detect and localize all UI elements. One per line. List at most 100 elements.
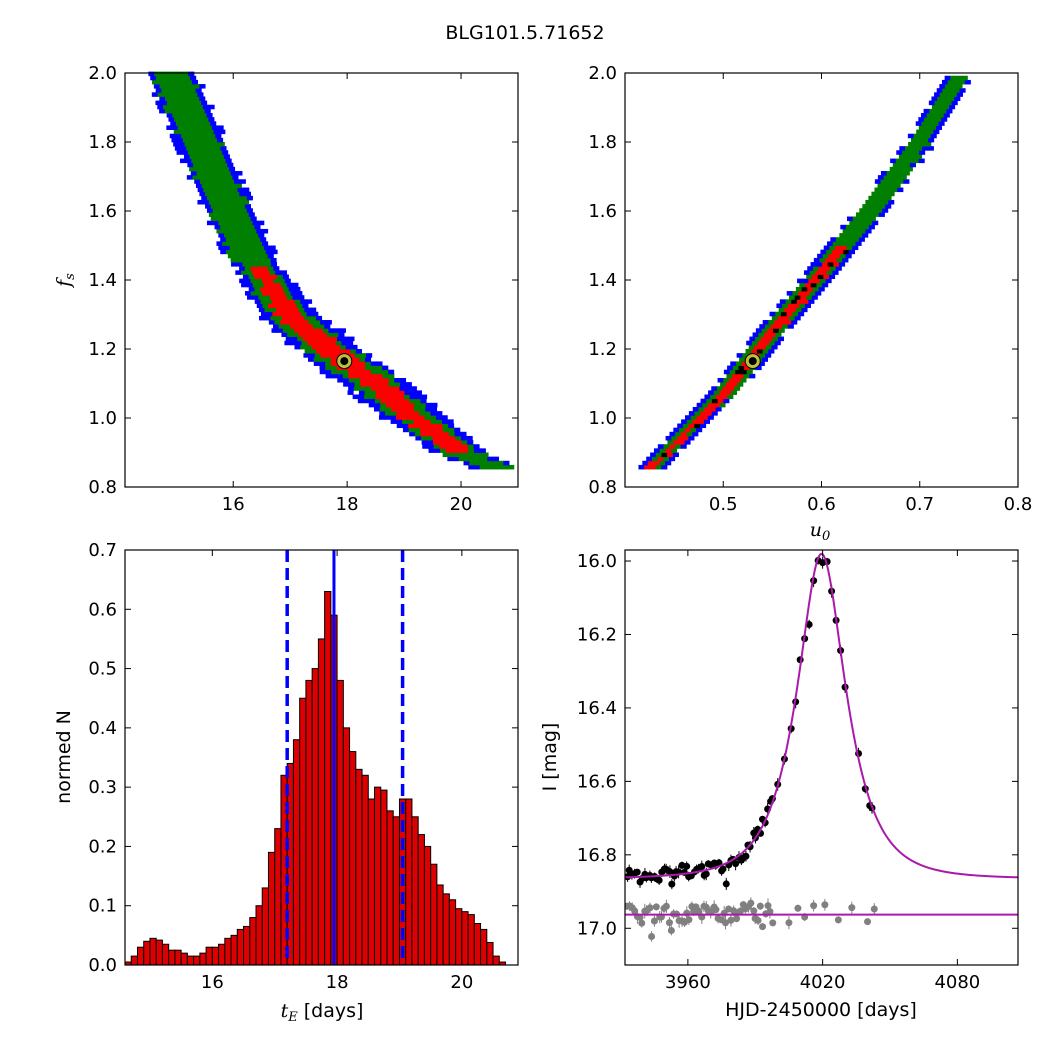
panel-fs-vs-tE-density-cell [336,369,343,375]
panel-fs-vs-u0-density-cell [815,291,822,296]
panel-fs-vs-tE-density-cell [376,361,383,366]
panel-fs-vs-tE-density-cell [388,382,395,387]
panel-fs-vs-tE-density-cell [208,104,215,110]
panel-fs-vs-tE-density-cell [307,324,314,329]
panel-fs-vs-u0-density-cell [856,212,863,217]
panel-fs-vs-tE-density-cell [173,129,180,135]
panel-fs-vs-tE-density-cell [260,274,267,280]
panel-fs-vs-tE-density-cell [331,353,339,358]
panel-fs-vs-u0-density-cell [661,452,668,458]
panel-fs-vs-tE-density-cell [405,382,412,387]
panel-fs-vs-u0-density-cell [732,365,739,371]
panel-fs-vs-u0-density-cell [778,328,785,333]
panel-fs-vs-tE-density-cell [370,390,377,395]
panel-fs-vs-tE-density-cell [212,208,219,213]
panel-fs-vs-u0-density-cell [782,303,789,308]
panel-fs-vs-tE-density-cell [462,448,469,453]
panel-fs-vs-u0-density-cell [727,365,734,371]
panel-fs-vs-u0-density-cell [734,386,741,391]
panel-fs-vs-tE-density-cell [413,423,420,429]
panel-fs-vs-u0-density-cell [836,257,843,263]
panel-fs-vs-tE-density-cell [491,464,498,470]
panel-tE-histogram-ytick-label: 0.7 [88,540,117,561]
histogram-bar [461,911,469,966]
panel-fs-vs-tE-density-cell [479,464,486,470]
panel-fs-vs-tE-density-cell [229,195,236,201]
panel-fs-vs-tE-density-cell [233,216,240,222]
panel-fs-vs-tE-density-cell [375,394,382,400]
panel-fs-vs-tE-density-cell [274,320,281,325]
panel-fs-vs-tE-density-cell [396,419,403,424]
panel-fs-vs-tE-density-cell [292,295,299,300]
panel-fs-vs-u0-density-cell [892,170,899,176]
histogram-bar [186,955,195,966]
panel-light-curve-ylabel: I [mag] [539,723,561,792]
panel-fs-vs-tE-density-cell [474,460,482,466]
panel-fs-vs-tE-density-cell [197,199,204,205]
panel-fs-vs-u0-density-cell [928,100,935,106]
panel-fs-vs-tE-density-cell [407,411,414,416]
panel-fs-vs-tE-density-cell [409,431,416,437]
panel-fs-vs-tE-density-cell [473,444,480,449]
panel-fs-vs-tE-density-cell [467,440,474,445]
panel-fs-vs-u0-density-cell [779,320,786,325]
panel-fs-vs-tE-ytick-label: 1.6 [88,201,117,222]
panel-fs-vs-tE-density-cell [316,349,323,354]
panel-fs-vs-tE-density-cell [235,183,242,188]
panel-fs-vs-u0-density-cell [783,315,790,321]
panel-fs-vs-tE-density-cell [430,423,438,429]
panel-fs-vs-tE-density-cell [177,125,184,130]
panel-fs-vs-tE-density-cell [172,113,179,118]
panel-fs-vs-u0-density-cell [655,452,662,458]
panel-fs-vs-u0-density-cell [859,228,866,234]
panel-fs-vs-tE-density-cell [448,423,455,429]
panel-fs-vs-tE-density-cell [219,170,226,176]
panel-fs-vs-tE-density-cell [201,183,208,188]
data-point [805,620,813,628]
panel-fs-vs-tE-density-cell [191,146,199,151]
panel-fs-vs-tE-density-cell [349,353,356,358]
panel-fs-vs-u0-density-cell [832,270,839,275]
panel-fs-vs-u0-density-cell [803,270,811,275]
panel-fs-vs-tE-density-cell [348,369,355,375]
panel-fs-vs-u0-density-cell [822,253,829,259]
panel-fs-vs-u0-density-cell [854,228,861,234]
panel-fs-vs-tE-density-cell [215,133,222,139]
panel-fs-vs-u0-density-cell [951,92,958,97]
panel-fs-vs-tE-density-cell [231,237,238,242]
panel-fs-vs-tE-density-cell [358,390,366,395]
panel-fs-vs-tE-density-cell [231,262,238,267]
panel-fs-vs-u0-density-cell [910,154,917,159]
panel-fs-vs-u0-density-cell [711,398,719,404]
panel-fs-vs-tE-density-cell [262,291,269,296]
panel-fs-vs-tE-density-cell [259,257,266,263]
panel-fs-vs-tE-density-cell [370,369,378,375]
histogram-bar [218,943,226,966]
panel-fs-vs-u0-density-cell [805,282,812,288]
panel-fs-vs-tE-density-cell [373,406,381,412]
panel-fs-vs-u0-xtick-label: 0.6 [807,494,836,515]
panel-fs-vs-tE-density-cell [382,365,389,371]
panel-fs-vs-tE-density-cell [448,427,455,433]
panel-fs-vs-tE-density-cell [246,233,253,238]
panel-fs-vs-tE-density-cell [300,311,307,317]
panel-fs-vs-tE-density-cell [348,377,355,383]
panel-fs-vs-u0-density-cell [900,175,907,180]
panel-fs-vs-tE-density-cell [174,117,181,122]
panel-fs-vs-tE-density-cell [241,233,248,238]
panel-fs-vs-tE-density-cell [430,406,438,412]
panel-fs-vs-tE-density-cell [230,183,237,188]
panel-fs-vs-u0-density-cell [778,307,785,313]
panel-fs-vs-tE-density-cell [303,320,310,325]
panel-fs-vs-tE-density-cell [291,336,298,342]
histogram-bar [274,828,282,966]
panel-fs-vs-u0-density-cell [743,373,750,379]
panel-fs-vs-tE-density-cell [230,170,237,176]
panel-fs-vs-tE-density-cell [364,357,372,362]
panel-fs-vs-tE-density-cell [285,320,293,325]
panel-fs-vs-tE-density-cell [319,365,326,371]
panel-fs-vs-tE-density-cell [185,129,192,135]
panel-fs-vs-tE-density-cell [193,84,200,89]
panel-fs-vs-tE-density-cell [152,79,159,85]
panel-fs-vs-tE-density-cell [413,411,420,416]
